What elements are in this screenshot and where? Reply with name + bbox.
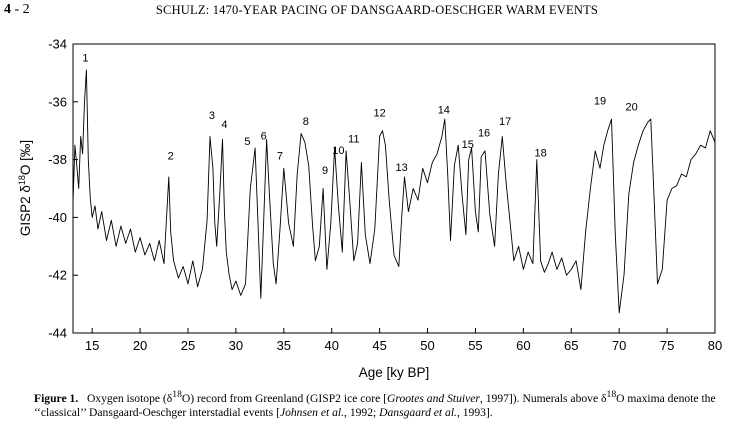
event-label-18: 18 [534, 148, 546, 160]
event-label-15: 15 [462, 139, 474, 151]
event-label-19: 19 [594, 96, 606, 108]
caption-i2: Johnsen et al. [279, 406, 345, 420]
event-label-13: 13 [396, 162, 408, 174]
event-label-16: 16 [478, 127, 490, 139]
event-label-12: 12 [374, 107, 386, 119]
x-tick-label: 45 [372, 338, 386, 353]
event-label-14: 14 [438, 104, 450, 116]
y-tick-label: -42 [48, 268, 67, 283]
x-tick-label: 40 [324, 338, 338, 353]
y-tick-label: -36 [48, 94, 67, 109]
caption-p2: O) record from Greenland (GISP2 ice core… [181, 391, 387, 405]
event-label-2: 2 [168, 151, 174, 163]
caption-p1: Oxygen isotope (δ [86, 391, 173, 405]
x-tick-label: 70 [612, 338, 626, 353]
y-tick-label: -40 [48, 210, 67, 225]
x-tick-label: 20 [133, 338, 147, 353]
y-tick-label: -44 [48, 326, 67, 341]
caption-sup2: 18 [606, 389, 617, 400]
x-tick-label: 60 [516, 338, 530, 353]
event-label-5: 5 [244, 136, 250, 148]
x-tick-label: 25 [181, 338, 195, 353]
x-tick-label: 35 [277, 338, 291, 353]
x-tick-label: 65 [564, 338, 578, 353]
y-tick-label: -38 [48, 152, 67, 167]
page-number: 4 - 2 [4, 2, 30, 17]
y-axis-label: GISP2 δ18O [‰] [17, 140, 33, 236]
x-tick-label: 50 [420, 338, 434, 353]
event-label-17: 17 [499, 116, 511, 128]
caption-sup1: 18 [172, 389, 182, 400]
caption-p5: , 1992; [344, 406, 380, 420]
figure-caption: Figure 1. Oxygen isotope (δ18O) record f… [34, 388, 734, 421]
event-label-9: 9 [322, 165, 328, 177]
plot-frame [72, 43, 716, 334]
x-tick-label: 55 [468, 338, 482, 353]
y-tick-label: -34 [48, 37, 67, 52]
event-label-8: 8 [303, 116, 309, 128]
caption-label: Figure 1. [34, 391, 79, 405]
y-axis-label-a: GISP2 δ [18, 185, 33, 236]
event-label-1: 1 [82, 52, 88, 64]
event-label-4: 4 [221, 119, 227, 131]
x-tick-label: 75 [660, 338, 674, 353]
x-axis-label: Age [ky BP] [359, 365, 430, 380]
caption-p4: O maxima denote the ‘‘classical’’ Dansga… [34, 391, 716, 420]
x-tick-label: 30 [229, 338, 243, 353]
event-label-7: 7 [277, 151, 283, 163]
x-tick-label: 80 [708, 338, 722, 353]
event-label-20: 20 [626, 101, 638, 113]
axis-ticks: 15 20 25 30 35 40 45 50 55 60 65 70 75 80-34-36-38-40… [48, 37, 722, 354]
isotope-chart: 15 20 25 30 35 40 45 50 55 60 65 70 75 80-34-36-38-40… [17, 37, 722, 381]
caption-p3: , 1997]). Numerals above δ [479, 391, 607, 405]
y-axis-label-b: O [‰] [18, 140, 33, 175]
event-label-10: 10 [332, 145, 344, 157]
series-line [72, 69, 716, 314]
event-label-3: 3 [209, 110, 215, 122]
y-axis-label-sup: 18 [17, 175, 27, 185]
caption-p6: , 1993]. [456, 406, 493, 420]
x-tick-label: 15 [85, 338, 99, 353]
event-label-11: 11 [348, 133, 359, 145]
running-head: SCHULZ: 1470-YEAR PACING OF DANSGAARD-OE… [155, 3, 599, 17]
event-label-6: 6 [261, 130, 267, 142]
page-number-suffix: - 2 [11, 2, 30, 17]
caption-i3: Dansgaard et al. [379, 406, 457, 420]
caption-i1: Grootes and Stuiver [386, 391, 480, 405]
